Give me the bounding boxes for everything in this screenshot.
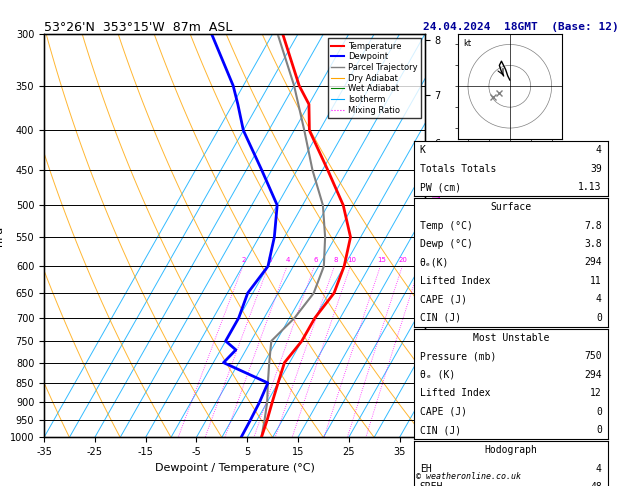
Y-axis label: Mixing Ratio (g/kg): Mixing Ratio (g/kg) [429,190,439,282]
Text: Most Unstable: Most Unstable [472,333,549,343]
Text: 0: 0 [596,425,602,435]
Text: 1.13: 1.13 [578,182,602,192]
Text: 2: 2 [242,258,246,263]
Text: 20: 20 [399,258,408,263]
Text: 3.8: 3.8 [584,239,602,249]
Legend: Temperature, Dewpoint, Parcel Trajectory, Dry Adiabat, Wet Adiabat, Isotherm, Mi: Temperature, Dewpoint, Parcel Trajectory… [328,38,421,118]
Text: CIN (J): CIN (J) [420,313,461,323]
Text: K: K [420,145,426,155]
Text: 294: 294 [584,370,602,380]
Text: CAPE (J): CAPE (J) [420,295,467,304]
Text: 48: 48 [590,482,602,486]
Text: PW (cm): PW (cm) [420,182,461,192]
Text: 4: 4 [596,145,602,155]
Text: Temp (°C): Temp (°C) [420,221,472,230]
Text: © weatheronline.co.uk: © weatheronline.co.uk [416,472,521,481]
Text: 750: 750 [584,351,602,361]
Y-axis label: km
ASL: km ASL [458,226,479,245]
Text: 24.04.2024  18GMT  (Base: 12): 24.04.2024 18GMT (Base: 12) [423,22,618,32]
Text: θₑ (K): θₑ (K) [420,370,455,380]
Text: SREH: SREH [420,482,443,486]
Text: Hodograph: Hodograph [484,445,537,455]
Text: EH: EH [420,464,431,473]
Text: 8: 8 [333,258,338,263]
Text: 4: 4 [596,464,602,473]
Text: 0: 0 [596,313,602,323]
Text: CIN (J): CIN (J) [420,425,461,435]
Text: 4: 4 [286,258,290,263]
Text: 3: 3 [267,258,272,263]
Text: 25: 25 [416,258,425,263]
Text: 294: 294 [584,258,602,267]
Y-axis label: hPa: hPa [0,226,4,246]
Text: 4: 4 [596,295,602,304]
Text: 15: 15 [377,258,386,263]
Text: Lifted Index: Lifted Index [420,276,490,286]
Text: Lifted Index: Lifted Index [420,388,490,398]
Text: 6: 6 [313,258,318,263]
Text: 10: 10 [347,258,356,263]
Text: kt: kt [463,39,471,48]
Text: 12: 12 [590,388,602,398]
Text: Dewp (°C): Dewp (°C) [420,239,472,249]
Text: 11: 11 [590,276,602,286]
Text: Totals Totals: Totals Totals [420,164,496,174]
Text: 0: 0 [596,407,602,417]
Text: CAPE (J): CAPE (J) [420,407,467,417]
Text: 7.8: 7.8 [584,221,602,230]
X-axis label: Dewpoint / Temperature (°C): Dewpoint / Temperature (°C) [155,463,314,473]
Text: 53°26'N  353°15'W  87m  ASL: 53°26'N 353°15'W 87m ASL [44,21,232,34]
Text: 39: 39 [590,164,602,174]
Text: Surface: Surface [490,202,532,212]
Text: θₑ(K): θₑ(K) [420,258,449,267]
Text: Pressure (mb): Pressure (mb) [420,351,496,361]
